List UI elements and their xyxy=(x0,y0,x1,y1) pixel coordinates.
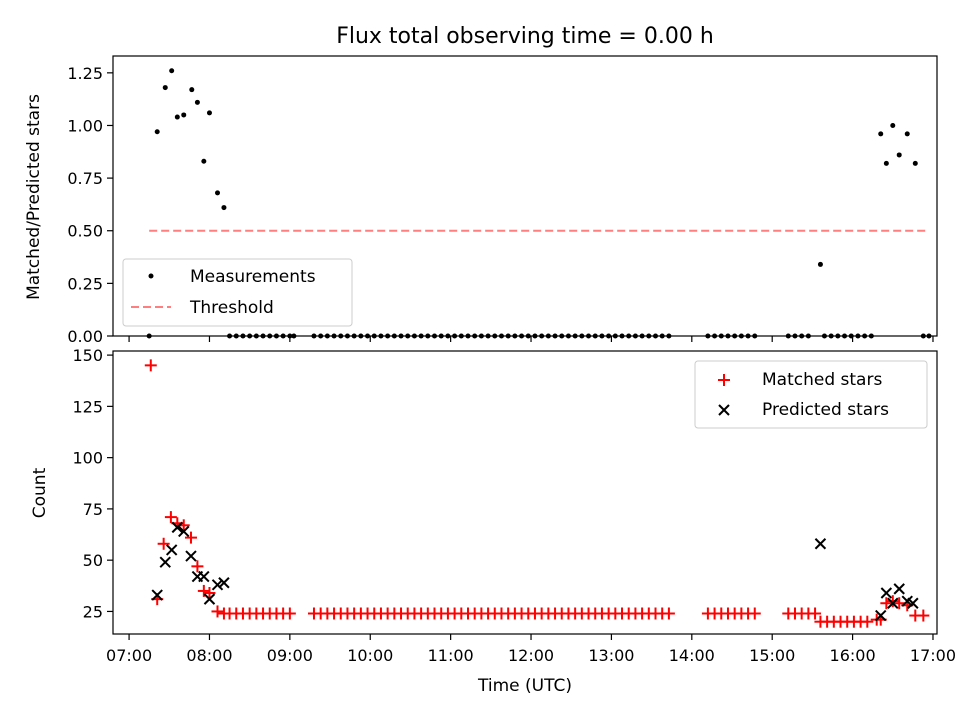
bottom-legend-box xyxy=(694,360,928,429)
legend-predicted-label: Predicted stars xyxy=(762,400,889,420)
top-ytick-label: 0.75 xyxy=(67,169,103,188)
legend-matched-marker xyxy=(718,374,730,386)
bottom-ytick-label: 150 xyxy=(72,346,103,365)
bottom-y-axis: 25 50 75 100 125 150 xyxy=(72,346,113,621)
predicted-star-point xyxy=(875,609,887,622)
matched-star-point xyxy=(144,359,157,372)
measurement-point xyxy=(883,160,889,166)
top-x-axis xyxy=(128,336,934,342)
measurement-point xyxy=(174,114,180,120)
bottom-xtick-label: 09:00 xyxy=(267,646,313,665)
predicted-star-point xyxy=(151,589,163,601)
matched-star-point xyxy=(662,607,675,620)
bottom-ytick-label: 50 xyxy=(83,551,103,570)
predicted-star-point xyxy=(887,597,899,609)
top-ytick-label: 0.00 xyxy=(67,327,103,346)
predicted-star-point xyxy=(893,583,905,595)
legend-matched-label: Matched stars xyxy=(762,370,882,390)
measurement-point xyxy=(169,68,175,74)
predicted-star-point xyxy=(203,593,216,605)
matched-star-point xyxy=(157,537,170,550)
top-ytick-label: 0.25 xyxy=(67,274,103,293)
matched-star-point xyxy=(283,607,296,620)
bottom-xtick-label: 15:00 xyxy=(749,646,795,665)
measurement-point xyxy=(154,129,160,135)
matched-star-point xyxy=(748,607,761,620)
predicted-star-point xyxy=(211,579,224,591)
measurement-point xyxy=(215,190,221,196)
measurement-point xyxy=(189,87,195,93)
top-legend-box xyxy=(122,258,353,327)
predicted-star-point xyxy=(814,538,827,550)
measurement-point xyxy=(904,131,910,137)
matched-star-point xyxy=(164,511,177,524)
bottom-xtick-label: 17:00 xyxy=(910,646,956,665)
matched-star-point xyxy=(861,615,874,628)
measurement-point xyxy=(181,112,187,118)
bottom-ytick-label: 100 xyxy=(72,449,103,468)
matched-star-point xyxy=(203,586,216,599)
bottom-x-axis: 07:00 08:00 09:00 10:00 11:00 12:00 13:00 14:00… xyxy=(106,634,956,665)
legend-measurements-marker xyxy=(148,273,154,279)
measurement-point xyxy=(912,160,918,166)
bottom-xtick-label: 07:00 xyxy=(106,646,152,665)
matched-star-point xyxy=(217,607,230,620)
predicted-star-point xyxy=(185,550,197,562)
top-ytick-label: 1.00 xyxy=(67,116,103,135)
bottom-xlabel: Time (UTC) xyxy=(477,676,572,696)
predicted-star-point xyxy=(880,587,893,599)
matched-star-point xyxy=(886,595,899,608)
measurement-point xyxy=(221,205,227,211)
measurement-point xyxy=(817,261,823,267)
top-axes-frame xyxy=(112,55,938,337)
measurement-point xyxy=(206,110,212,116)
bottom-xtick-label: 08:00 xyxy=(186,646,232,665)
measurement-point xyxy=(896,152,902,158)
top-legend: Measurements Threshold xyxy=(122,258,353,327)
bottom-plot-area xyxy=(144,359,930,628)
bottom-ytick-label: 25 xyxy=(83,602,103,621)
measurement-point xyxy=(201,158,207,164)
top-y-axis: 0.00 0.25 0.50 0.75 1.00 1.25 xyxy=(67,64,113,346)
matched-star-point xyxy=(191,560,204,573)
matched-star-point xyxy=(184,531,197,544)
bottom-xtick-label: 12:00 xyxy=(508,646,554,665)
top-ytick-label: 0.50 xyxy=(67,222,103,241)
bottom-xtick-label: 10:00 xyxy=(347,646,393,665)
bottom-legend: Matched stars Predicted stars xyxy=(694,360,928,429)
bottom-axes-frame xyxy=(112,350,938,635)
matched-star-point xyxy=(917,609,930,622)
bottom-xtick-label: 11:00 xyxy=(428,646,474,665)
predicted-star-point xyxy=(907,597,919,609)
bottom-xtick-label: 14:00 xyxy=(669,646,715,665)
predicted-star-point xyxy=(178,525,190,538)
measurement-point xyxy=(890,122,896,128)
matched-star-point xyxy=(880,597,893,610)
matched-star-point xyxy=(197,584,210,597)
predicted-star-point xyxy=(198,570,210,583)
matched-star-point xyxy=(809,607,822,620)
bottom-ylabel: Count xyxy=(30,467,50,518)
matched-star-point xyxy=(211,605,224,618)
chart-title: Flux total observing time = 0.00 h xyxy=(336,24,714,49)
bottom-xtick-label: 16:00 xyxy=(830,646,876,665)
top-ytick-label: 1.25 xyxy=(67,64,103,83)
measurement-point xyxy=(194,99,200,105)
predicted-star-point xyxy=(159,556,171,568)
legend-measurements-label: Measurements xyxy=(190,267,316,287)
measurement-point xyxy=(878,131,884,137)
bottom-xtick-label: 13:00 xyxy=(588,646,634,665)
predicted-star-point xyxy=(171,521,184,534)
predicted-star-point xyxy=(218,577,230,589)
top-ylabel: Matched/Predicted stars xyxy=(24,94,44,300)
bottom-ytick-label: 75 xyxy=(83,500,103,519)
bottom-ytick-label: 125 xyxy=(72,397,103,416)
predicted-star-point xyxy=(165,544,178,556)
legend-predicted-marker xyxy=(718,404,730,416)
matched-star-point xyxy=(893,597,906,610)
measurement-point xyxy=(162,85,168,91)
legend-threshold-label: Threshold xyxy=(189,298,274,318)
